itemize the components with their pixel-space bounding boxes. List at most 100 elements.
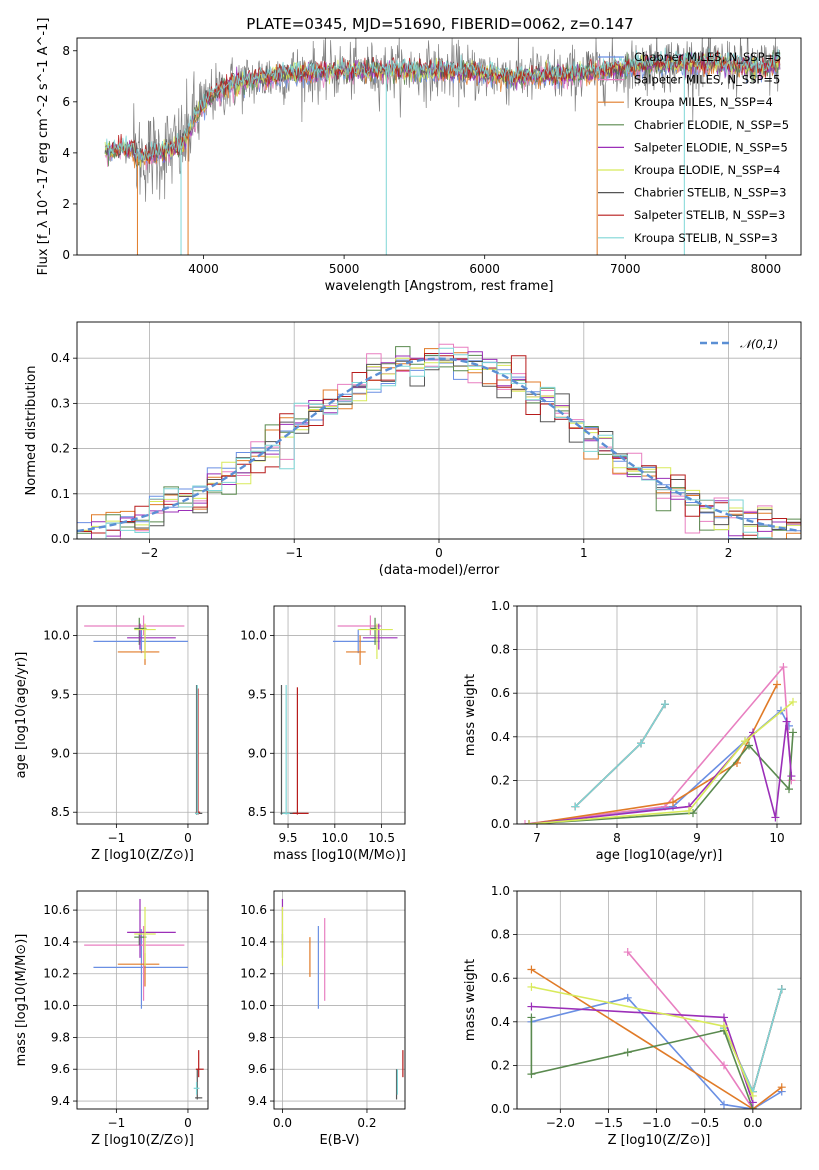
weight_vs_age-marker-cELODIE-2: [745, 741, 753, 750]
legend-label-sELODIE: Salpeter ELODIE, N_SSP=5: [634, 140, 788, 154]
weight_vs_Z-marker-cELODIE-2: [623, 1048, 632, 1057]
residuals-ytick-label-2: 0.2: [51, 442, 70, 456]
age_vs_Z-ytick-label-2: 9.5: [51, 687, 70, 701]
weight_vs_Z-marker-sMILES-1: [719, 1061, 728, 1070]
legend-label-sSTELIB: Salpeter STELIB, N_SSP=3: [634, 208, 785, 222]
weight_vs_Z-marker-kMILES-0: [527, 965, 536, 974]
weight_vs_Z-xtick-label-2: −1.0: [642, 1116, 671, 1130]
spectrum-model-sSTELIB: [104, 50, 781, 165]
age_vs_Z-ylabel: age [log10(age/yr)]: [14, 652, 29, 779]
weight_vs_Z-line-kELODIE: [531, 986, 754, 1097]
weight_vs_age-marker-kSTELIB-1: [637, 739, 645, 748]
weight_vs_age-marker-kMILES-3: [773, 680, 781, 689]
mass_vs_Z-points: [84, 898, 204, 1100]
age_vs_mass-frame: [273, 605, 406, 825]
weight_vs_Z-marker-cELODIE-0: [527, 1013, 536, 1022]
mass_vs_Z-frame: [76, 890, 209, 1110]
weight_vs_Z-marker-sMILES-0: [623, 948, 632, 957]
weight_vs_age-ytick-label-5: 1.0: [491, 599, 510, 613]
age_vs_Z-xtick-label-1: 0: [184, 831, 192, 845]
weight_vs_age-line-sELODIE: [528, 721, 793, 824]
mass_vs_ebv-ytick-label-0: 9.4: [248, 1094, 267, 1108]
age_vs_mass-ytick-label-0: 8.5: [248, 805, 267, 819]
mass_vs_Z-xtick-label-0: −1: [108, 1116, 126, 1130]
spectrum-ytick-label-4: 8: [62, 44, 70, 58]
spectrum-xtick-label-4: 8000: [751, 262, 782, 276]
legend-label-kMILES: Kroupa MILES, N_SSP=4: [634, 95, 773, 109]
residuals-ytick-label-3: 0.3: [51, 396, 70, 410]
weight_vs_Z-ytick-label-4: 0.8: [491, 928, 510, 942]
age_vs_Z-ytick-label-1: 9.0: [51, 746, 70, 760]
weight_vs_Z-series: [527, 948, 786, 1109]
weight_vs_age-marker-cMILES-3: [777, 706, 785, 715]
weight_vs_Z-line-sMILES: [627, 951, 754, 1109]
mass_vs_Z-ytick-label-2: 9.8: [51, 1030, 70, 1044]
weight_vs_Z-ytick-label-5: 1.0: [491, 884, 510, 898]
weight_vs_age-marker-sMILES-2: [779, 663, 788, 672]
weight_vs_Z-ylabel: mass weight: [463, 959, 478, 1041]
weight_vs_age-ytick-label-4: 0.8: [491, 643, 510, 657]
mass_vs_ebv-ytick-label-6: 10.6: [240, 903, 267, 917]
spectrum-legend: Chabrier MILES, N_SSP=5 Salpeter MILES, N…: [598, 50, 789, 245]
age_vs_Z-xlabel: Z [log10(Z/Z⊙)]: [91, 848, 194, 863]
residuals-xtick-label-3: 1: [580, 546, 588, 560]
spectrum-xlabel: wavelength [Angstrom, rest frame]: [325, 279, 554, 294]
weight_vs_age-frame: [516, 605, 802, 825]
residuals-ylabel: Normed distribution: [24, 366, 39, 496]
weight_vs_Z-xtick-label-4: 0.0: [743, 1116, 762, 1130]
mass_vs_Z-xlabel: Z [log10(Z/Z⊙)]: [91, 1133, 194, 1148]
spectrum-ytick-label-0: 0: [62, 248, 70, 262]
weight_vs_age-xtick-label-3: 10: [769, 831, 784, 845]
weight_vs_age-ytick-label-0: 0.0: [491, 817, 510, 831]
weight_vs_age-marker-kSTELIB-2: [661, 700, 669, 709]
age_vs_mass-ytick-label-1: 9.0: [248, 746, 267, 760]
residuals-ytick-label-0: 0.0: [51, 532, 70, 546]
weight_vs_Z-marker-sELODIE-0: [527, 1002, 536, 1011]
mass_vs_ebv-ytick-label-4: 10.2: [240, 967, 267, 981]
residuals-xtick-label-0: −2: [141, 546, 159, 560]
weight_vs_Z-line-kMILES: [530, 968, 783, 1109]
weight_vs_Z-frame: [516, 890, 802, 1110]
weight_vs_age-marker-sELODIE-4: [782, 717, 791, 726]
weight_vs_age-xtick-label-1: 8: [613, 831, 621, 845]
mass_vs_Z-xtick-label-1: 0: [184, 1116, 192, 1130]
spectrum-xtick-label-1: 5000: [329, 262, 360, 276]
age_vs_Z-xtick-label-0: −1: [108, 831, 126, 845]
weight_vs_Z-marker-cMILES-1: [623, 993, 632, 1002]
age_vs_Z-ytick-label-0: 8.5: [51, 805, 70, 819]
weight_vs_age-marker-kELODIE-2: [741, 737, 749, 746]
mass_vs_ebv-ytick-label-5: 10.4: [240, 935, 267, 949]
weight_vs_Z-marker-kELODIE-2: [748, 1091, 757, 1100]
weight_vs_age-marker-sELODIE-3: [771, 813, 780, 822]
residual-histograms: [77, 343, 801, 539]
residuals-ytick-label-4: 0.4: [51, 351, 70, 365]
weight_vs_age-line-kELODIE: [528, 701, 794, 824]
weight_vs_Z-marker-kMILES-2: [777, 1083, 786, 1092]
mass_vs_ebv-ytick-label-1: 9.6: [248, 1062, 267, 1076]
weight_vs_Z-marker-cELODIE-1: [527, 1070, 536, 1079]
legend-label-kELODIE: Kroupa ELODIE, N_SSP=4: [634, 163, 780, 177]
spectrum-lines: [104, 38, 781, 255]
weight_vs_Z-xtick-label-0: −2.0: [546, 1116, 575, 1130]
residuals-frame: [76, 321, 802, 540]
weight_vs_Z-xlabel: Z [log10(Z/Z⊙)]: [608, 1133, 711, 1148]
normal-curve: [77, 357, 801, 533]
weight_vs_age-marker-sMILES-0: [521, 820, 529, 824]
age_vs_mass-ytick-label-3: 10.0: [240, 628, 267, 642]
age_vs_mass-ytick-label-2: 9.5: [248, 687, 267, 701]
residuals-xtick-label-1: −1: [285, 546, 303, 560]
mass_vs_Z-ytick-label-0: 9.4: [51, 1094, 70, 1108]
mass_vs_ebv-xlabel: E(B-V): [319, 1133, 359, 1148]
legend-label-kSTELIB: Kroupa STELIB, N_SSP=3: [634, 231, 778, 245]
weight_vs_Z-line-cELODIE: [530, 1017, 754, 1109]
mass_vs_Z-ytick-label-6: 10.6: [43, 903, 70, 917]
weight_vs_age-marker-kSTELIB-0: [571, 802, 580, 811]
age_vs_mass-xtick-label-1: 10.0: [321, 831, 348, 845]
spectrum-ytick-label-1: 2: [62, 197, 70, 211]
age_vs_mass-xlabel: mass [log10(M/M⊙)]: [273, 848, 406, 863]
mass_vs_ebv-frame: [273, 890, 406, 1110]
mass_vs_Z-axes: −1 0 9.4 9.6 9.8 10.0 10.2 10.4 10.6: [43, 891, 208, 1130]
weight_vs_age-line-kSTELIB: [574, 703, 666, 808]
weight_vs_age-series: [521, 663, 797, 824]
